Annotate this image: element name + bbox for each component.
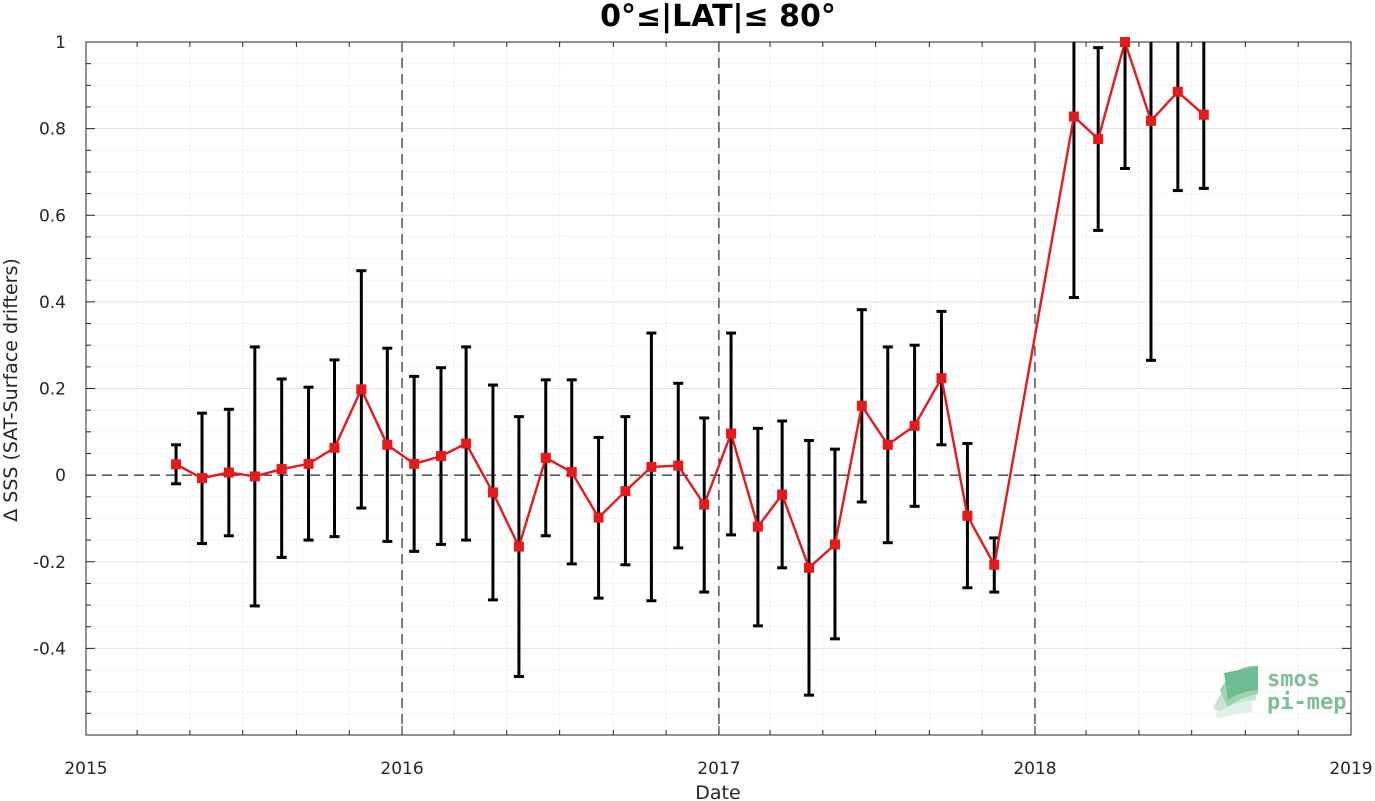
data-point-marker <box>989 559 1000 570</box>
data-point-marker <box>249 471 260 482</box>
y-axis-label: Δ SSS (SAT-Surface drifters) <box>0 258 22 522</box>
y-tick-label: 0.4 <box>39 293 66 313</box>
data-point-marker <box>620 486 631 497</box>
data-point-marker <box>593 512 604 523</box>
data-point-marker <box>646 461 657 472</box>
data-point-marker <box>829 539 840 550</box>
data-point-marker <box>435 451 446 462</box>
data-point-marker <box>461 438 472 449</box>
data-point-marker <box>171 459 182 470</box>
data-point-marker <box>329 442 340 453</box>
y-tick-label: 0 <box>55 466 66 486</box>
y-tick-label: -0.4 <box>33 639 66 659</box>
x-tick-label: 2018 <box>1013 759 1056 779</box>
smos-pi-mep-logo: smos pi-mep <box>1213 666 1346 718</box>
x-tick-label: 2016 <box>380 759 423 779</box>
y-tick-labels: -0.4 -0.2 0 0.2 0.4 0.6 0.8 1 <box>33 33 66 659</box>
data-point-marker <box>1068 111 1079 122</box>
x-tick-labels: 2015 2016 2017 2018 2019 <box>64 759 1372 779</box>
data-point-marker <box>276 464 287 475</box>
data-point-marker <box>409 458 420 469</box>
data-point-marker <box>803 562 814 573</box>
data-point-marker <box>1145 115 1156 126</box>
x-axis-label: Date <box>695 782 740 801</box>
data-point-marker <box>673 460 684 471</box>
logo-line2: pi-mep <box>1267 690 1346 715</box>
data-point-marker <box>777 489 788 500</box>
chart-title: 0°≤|LAT|≤ 80° <box>600 0 836 34</box>
data-point-marker <box>752 521 763 532</box>
data-point-marker <box>726 428 737 439</box>
y-tick-label: 0.6 <box>39 206 66 226</box>
y-tick-label: 0.2 <box>39 380 66 400</box>
logo-wave-icon <box>1213 666 1258 718</box>
series-line <box>175 37 1205 570</box>
axis-ticks <box>85 41 1352 736</box>
data-point-marker <box>303 458 314 469</box>
y-tick-label: 1 <box>55 33 66 53</box>
data-point-marker <box>1172 86 1183 97</box>
y-tick-label: -0.2 <box>33 553 66 573</box>
data-point-marker <box>382 439 393 450</box>
data-point-marker <box>487 487 498 498</box>
data-point-marker <box>699 499 710 510</box>
logo-line1: smos <box>1267 667 1320 692</box>
data-point-marker <box>513 541 524 552</box>
data-point-marker <box>223 467 234 478</box>
data-point-marker <box>566 467 577 478</box>
series-markers <box>171 37 1209 573</box>
data-point-marker <box>197 473 208 484</box>
data-point-marker <box>540 452 551 463</box>
data-point-marker <box>356 384 367 395</box>
x-tick-label: 2015 <box>64 759 107 779</box>
data-point-marker <box>936 373 947 384</box>
x-tick-label: 2017 <box>697 759 740 779</box>
data-point-marker <box>1120 37 1131 47</box>
data-point-marker <box>1093 134 1104 145</box>
data-point-marker <box>1198 109 1209 120</box>
data-point-marker <box>962 510 973 521</box>
reference-lines <box>86 42 1351 735</box>
y-tick-label: 0.8 <box>39 120 66 140</box>
x-tick-label: 2019 <box>1329 759 1372 779</box>
data-point-marker <box>856 400 867 411</box>
data-point-marker <box>882 439 893 450</box>
data-point-marker <box>909 420 920 431</box>
